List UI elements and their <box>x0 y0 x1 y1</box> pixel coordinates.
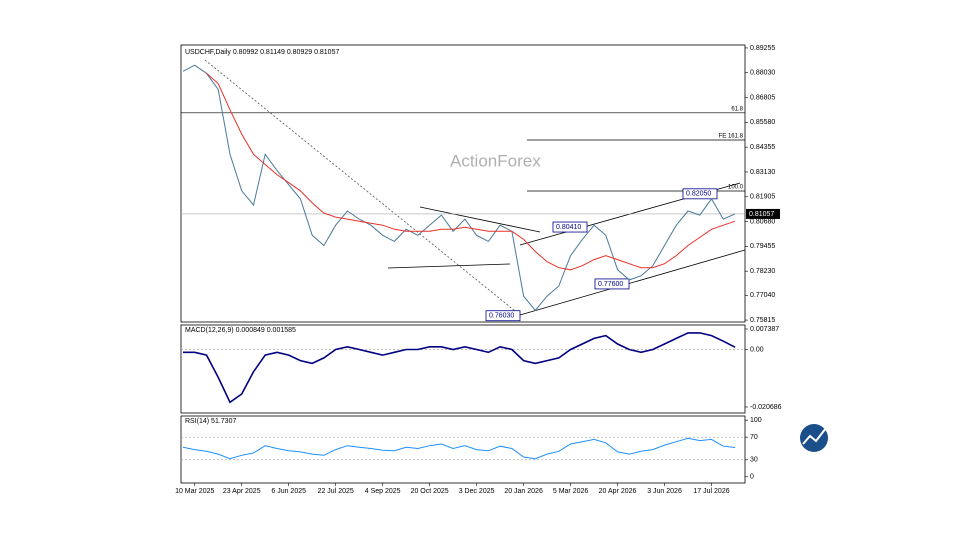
rsi-title: RSI(14) 51.7307 <box>185 418 236 425</box>
logo <box>800 424 828 452</box>
x-tick-label: 10 Mar 2025 <box>175 488 214 495</box>
level-label: 100.0 <box>728 185 744 191</box>
annotation-box <box>552 221 588 233</box>
current-price-label: 0.81057 <box>749 211 774 218</box>
y-tick-label: 0.007387 <box>750 326 779 333</box>
price-panel <box>180 44 746 323</box>
x-tick-label: 3 Jun 2026 <box>647 488 682 495</box>
y-tick-label: 30 <box>750 457 758 464</box>
macd-title: MACD(12,26,9) 0.000849 0.001585 <box>185 327 296 334</box>
y-tick-label: 100 <box>750 417 762 424</box>
level-label: FE 161.8 <box>719 134 744 140</box>
annotation-label: 0.77600 <box>598 281 623 288</box>
y-tick-label: 0.78230 <box>750 268 775 275</box>
trend-line <box>204 59 521 316</box>
x-tick-label: 3 Dec 2025 <box>459 488 495 495</box>
x-tick-label: 4 Sep 2025 <box>365 488 401 495</box>
x-tick-label: 17 Jul 2026 <box>693 488 729 495</box>
y-tick-label: -0.020686 <box>750 404 782 411</box>
x-tick-label: 5 Mar 2026 <box>553 488 589 495</box>
y-tick-label: 70 <box>750 434 758 441</box>
x-tick-label: 23 Apr 2025 <box>223 488 261 495</box>
trend-line <box>419 206 541 233</box>
annotation-box <box>594 278 630 290</box>
x-tick-label: 20 Jan 2026 <box>504 488 543 495</box>
y-tick-label: 0.00 <box>750 346 764 353</box>
x-tick-label: 20 Apr 2026 <box>599 488 637 495</box>
y-tick-label: 0.80680 <box>750 218 775 225</box>
annotation-box <box>682 188 718 200</box>
y-tick-label: 0.79455 <box>750 243 775 250</box>
y-tick-label: 0.75815 <box>750 317 775 324</box>
y-tick-label: 0 <box>750 474 754 481</box>
level-label: 61.8 <box>731 106 743 112</box>
y-tick-label: 0.83130 <box>750 169 775 176</box>
annotation-label: 0.82050 <box>686 191 711 198</box>
y-tick-label: 0.86805 <box>750 94 775 101</box>
series-line <box>183 332 736 404</box>
annotation-label: 0.80410 <box>556 224 581 231</box>
price-title: USDCHF,Daily 0.80992 0.81149 0.80929 0.8… <box>185 49 339 56</box>
x-tick-label: 20 Oct 2025 <box>411 488 449 495</box>
series-line <box>182 64 736 312</box>
y-tick-label: 0.85580 <box>750 119 775 126</box>
y-tick-label: 0.81905 <box>750 194 775 201</box>
macd-panel <box>180 324 746 414</box>
y-tick-label: 0.88030 <box>750 70 775 77</box>
trend-line <box>387 263 511 269</box>
y-tick-label: 0.84355 <box>750 144 775 151</box>
y-tick-label: 0.89255 <box>750 45 775 52</box>
current-price-box <box>746 208 780 219</box>
series-line <box>206 72 736 271</box>
x-tick-label: 6 Jun 2025 <box>271 488 306 495</box>
logo-icon <box>800 424 828 452</box>
series-line <box>182 437 736 460</box>
rsi-panel <box>180 415 746 484</box>
x-tick-label: 22 Jul 2025 <box>318 488 354 495</box>
annotation-box <box>485 310 521 322</box>
y-tick-label: 0.77040 <box>750 292 775 299</box>
watermark: ActionForex <box>450 151 541 170</box>
channel-line <box>519 249 746 316</box>
logo-arrow <box>802 427 827 445</box>
annotation-label: 0.76030 <box>489 313 514 320</box>
